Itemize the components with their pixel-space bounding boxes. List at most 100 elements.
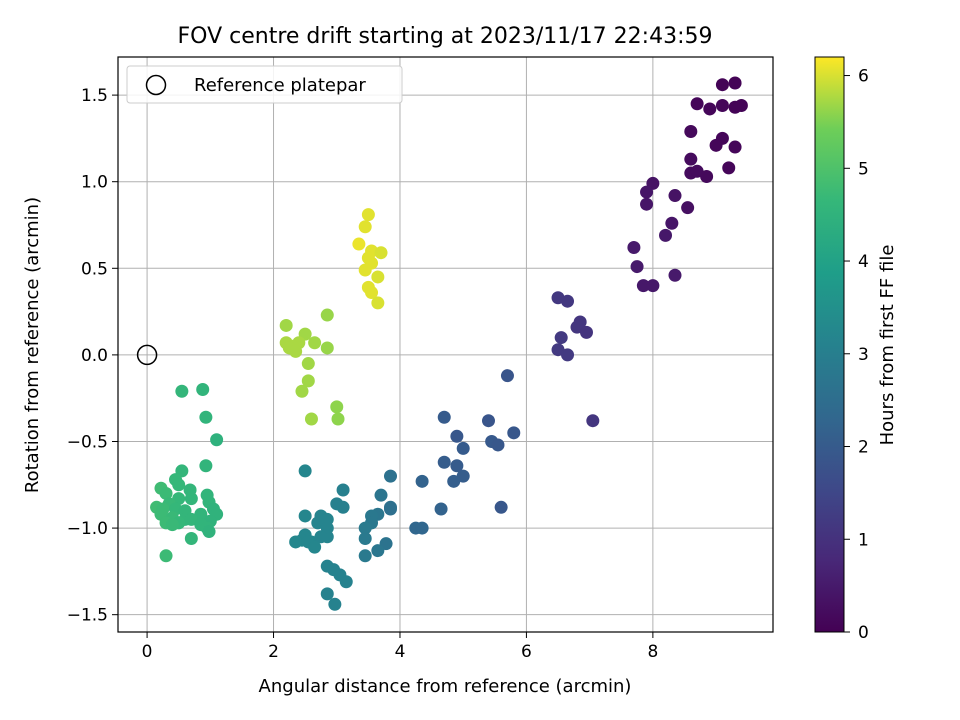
data-point — [494, 500, 508, 514]
x-tick-label: 6 — [521, 642, 532, 662]
data-point — [289, 344, 303, 358]
data-point — [196, 383, 210, 397]
data-point — [175, 384, 189, 398]
data-point — [184, 531, 198, 545]
data-point — [358, 531, 372, 545]
data-point — [358, 220, 372, 234]
data-point — [551, 343, 565, 357]
data-point — [665, 216, 679, 230]
data-point — [640, 185, 654, 199]
data-point — [301, 357, 315, 371]
data-point — [361, 208, 375, 222]
data-point — [715, 98, 729, 112]
reference-marker — [136, 344, 158, 366]
data-point — [336, 500, 350, 514]
data-point — [579, 325, 593, 339]
data-point — [320, 308, 334, 322]
data-point — [700, 170, 714, 184]
y-axis-label: Rotation from reference (arcmin) — [22, 197, 43, 493]
data-point — [339, 575, 353, 589]
data-point — [298, 509, 312, 523]
colorbar-tick-label: 1 — [858, 530, 869, 550]
data-point — [304, 412, 318, 426]
data-point — [308, 540, 322, 554]
chart-title: FOV centre drift starting at 2023/11/17 … — [178, 24, 713, 49]
data-point — [728, 76, 742, 90]
colorbar — [814, 56, 845, 633]
x-tick-label: 4 — [395, 642, 406, 662]
legend-frame — [126, 65, 403, 104]
data-point — [668, 268, 682, 282]
data-point — [320, 587, 334, 601]
y-tick-label: −1.5 — [67, 606, 108, 626]
y-tick-label: 0.0 — [81, 346, 108, 366]
data-point — [358, 263, 372, 277]
data-point — [159, 486, 173, 500]
data-point — [734, 98, 748, 112]
data-point — [371, 296, 385, 310]
data-point — [383, 502, 397, 516]
data-point — [434, 502, 448, 516]
data-point — [328, 597, 342, 611]
data-point — [481, 414, 495, 428]
data-point — [289, 535, 303, 549]
data-point — [715, 78, 729, 92]
data-point — [659, 228, 673, 242]
data-point — [684, 152, 698, 166]
data-point — [703, 102, 717, 116]
data-point — [383, 469, 397, 483]
data-point — [640, 197, 654, 211]
data-point — [159, 549, 173, 563]
data-point — [491, 438, 505, 452]
data-point — [330, 400, 344, 414]
data-point — [202, 525, 216, 539]
data-point — [194, 507, 208, 521]
legend-label-reference: Reference platepar — [194, 75, 366, 96]
data-point — [709, 138, 723, 152]
data-point — [561, 294, 575, 308]
y-tick-label: 1.0 — [81, 173, 108, 193]
data-point — [331, 412, 345, 426]
data-point — [371, 544, 385, 558]
data-point — [668, 189, 682, 203]
data-point — [371, 270, 385, 284]
data-point — [320, 341, 334, 355]
data-point — [184, 512, 198, 526]
data-point — [415, 521, 429, 535]
data-point — [586, 414, 600, 428]
data-point — [314, 530, 328, 544]
y-axis-ticks: −1.5 −1.0 −0.5 0.0 0.5 1.0 1.5 — [67, 86, 118, 626]
colorbar-ticks: 0 1 2 3 4 5 6 — [844, 67, 869, 643]
data-point — [554, 331, 568, 345]
x-tick-label: 2 — [268, 642, 279, 662]
data-point — [279, 318, 293, 332]
data-point — [295, 384, 309, 398]
data-point — [450, 429, 464, 443]
legend: Reference platepar — [126, 65, 403, 104]
data-point — [172, 492, 186, 506]
data-point — [165, 518, 179, 532]
data-point — [358, 521, 372, 535]
data-point — [352, 237, 366, 251]
data-point — [507, 426, 521, 440]
data-point — [199, 459, 213, 473]
data-point — [500, 369, 514, 383]
colorbar-tick-label: 4 — [858, 252, 869, 272]
colorbar-tick-label: 6 — [858, 67, 869, 87]
data-point — [447, 474, 461, 488]
y-tick-label: −0.5 — [67, 432, 108, 452]
data-point — [690, 97, 704, 111]
colorbar-tick-label: 3 — [858, 345, 869, 365]
data-point — [627, 241, 641, 255]
colorbar-tick-label: 0 — [858, 623, 869, 643]
y-tick-label: 0.5 — [81, 259, 108, 279]
reference-marker-layer — [136, 344, 158, 366]
data-point — [365, 286, 379, 300]
plot-frame — [117, 56, 774, 633]
y-tick-label: 1.5 — [81, 86, 108, 106]
colorbar-tick-label: 2 — [858, 438, 869, 458]
data-point — [630, 260, 644, 274]
data-point — [415, 474, 429, 488]
data-point — [437, 410, 451, 424]
